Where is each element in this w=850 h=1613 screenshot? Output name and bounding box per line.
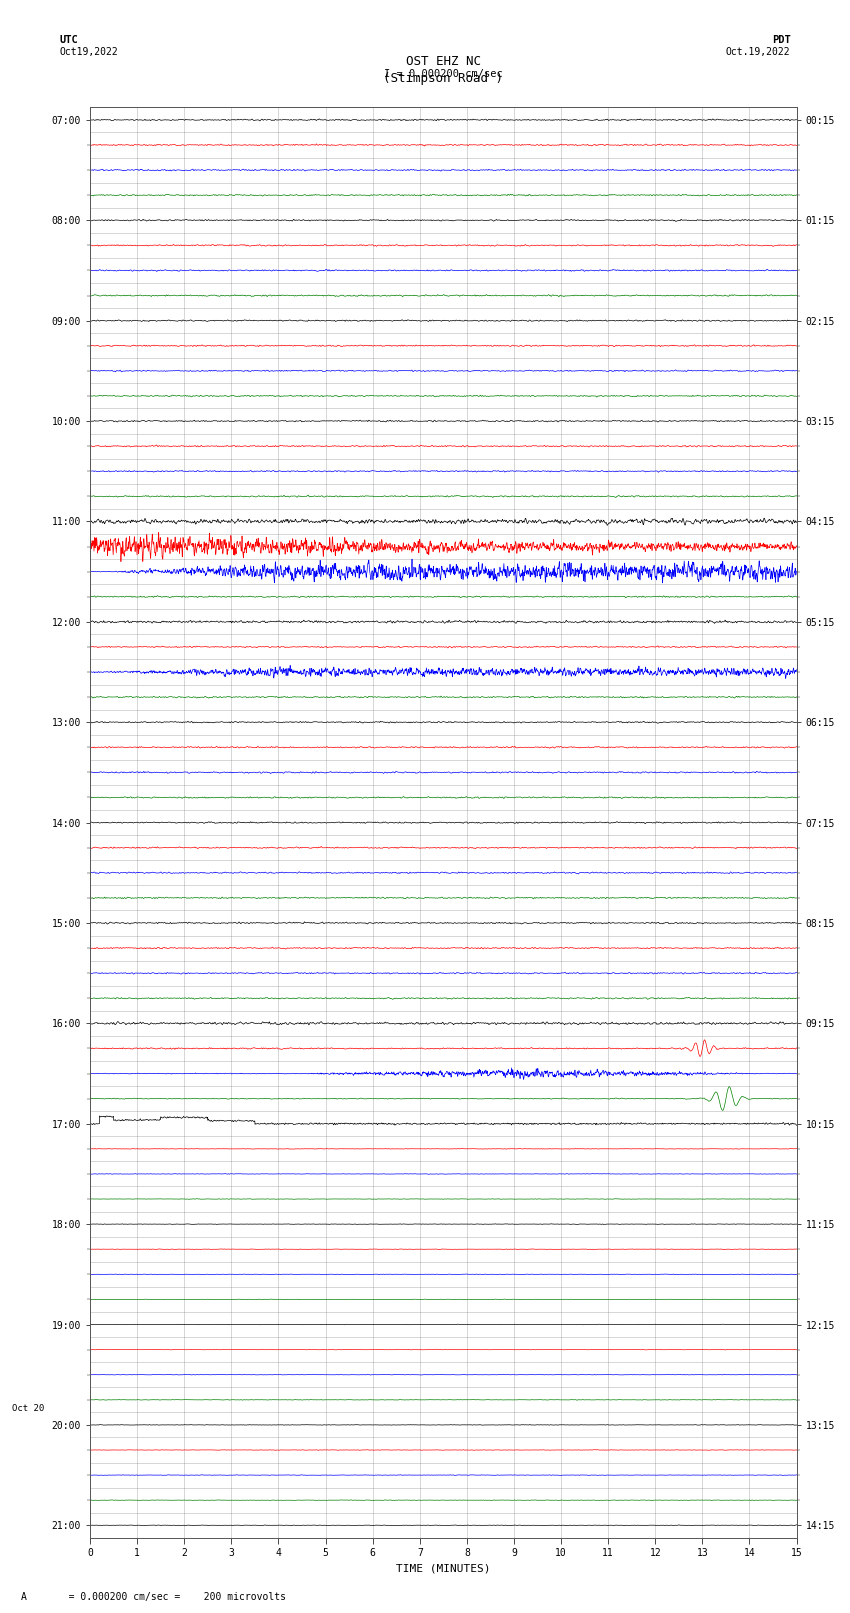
Text: PDT: PDT — [772, 35, 791, 45]
Text: UTC: UTC — [60, 35, 78, 45]
Text: = 0.000200 cm/sec =    200 microvolts: = 0.000200 cm/sec = 200 microvolts — [51, 1592, 286, 1602]
Text: Oct19,2022: Oct19,2022 — [60, 47, 118, 56]
Text: I = 0.000200 cm/sec: I = 0.000200 cm/sec — [384, 69, 502, 79]
X-axis label: TIME (MINUTES): TIME (MINUTES) — [396, 1565, 490, 1574]
Text: Oct.19,2022: Oct.19,2022 — [726, 47, 790, 56]
Text: Oct 20: Oct 20 — [12, 1405, 44, 1413]
Text: A: A — [21, 1592, 27, 1602]
Title: OST EHZ NC
(Stimpson Road ): OST EHZ NC (Stimpson Road ) — [383, 55, 503, 85]
